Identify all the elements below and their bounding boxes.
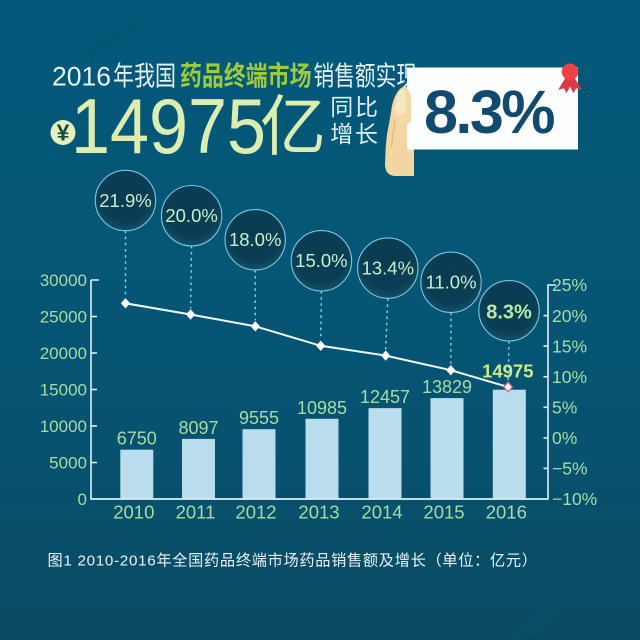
svg-text:15000: 15000 [40,376,87,401]
svg-text:13.4%: 13.4% [362,254,414,280]
svg-text:12457: 12457 [360,383,410,409]
svg-text:2014: 2014 [361,499,402,525]
svg-text:20000: 20000 [40,339,87,364]
svg-text:8097: 8097 [178,414,218,440]
svg-text:18.0%: 18.0% [229,226,281,252]
svg-text:11.0%: 11.0% [425,269,476,295]
svg-text:21.9%: 21.9% [99,187,151,213]
svg-text:8.3%: 8.3% [424,62,554,151]
svg-text:−10%: −10% [552,486,597,511]
svg-text:9555: 9555 [239,404,279,430]
svg-text:2013: 2013 [298,499,339,525]
svg-text:15.0%: 15.0% [295,247,347,273]
svg-text:2012: 2012 [235,499,276,525]
svg-text:10985: 10985 [297,394,347,420]
svg-text:销售额实现: 销售额实现 [314,55,418,94]
svg-text:亿: 亿 [260,74,326,170]
svg-text:20.0%: 20.0% [165,202,217,228]
svg-text:5%: 5% [552,395,577,420]
svg-text:药品终端市场: 药品终端市场 [180,55,312,94]
svg-text:25%: 25% [552,272,587,297]
svg-text:图1 2010-2016年全国药品终端市场药品销售额及增长: 图1 2010-2016年全国药品终端市场药品销售额及增长（单位：亿元） [48,549,538,571]
svg-text:13829: 13829 [422,373,472,399]
svg-text:14975: 14975 [71,64,266,176]
svg-text:同比: 同比 [330,88,380,122]
svg-text:2011: 2011 [176,499,216,525]
svg-text:25000: 25000 [40,303,87,328]
svg-text:8.3%: 8.3% [486,295,532,324]
svg-text:¥: ¥ [57,114,70,148]
svg-text:2016: 2016 [52,55,111,94]
svg-text:0: 0 [78,485,87,510]
svg-text:年我国: 年我国 [113,55,176,94]
svg-text:−5%: −5% [552,456,588,481]
svg-text:2016: 2016 [486,499,527,525]
svg-text:6750: 6750 [117,425,157,451]
svg-text:0%: 0% [552,425,577,450]
svg-text:15%: 15% [552,333,587,358]
svg-text:20%: 20% [552,303,587,328]
svg-text:增长: 增长 [330,115,380,149]
svg-text:10%: 10% [552,364,587,389]
svg-text:5000: 5000 [49,449,87,474]
svg-text:2010: 2010 [113,499,154,525]
svg-text:30000: 30000 [40,266,87,291]
svg-text:10000: 10000 [40,412,87,437]
svg-text:2015: 2015 [423,499,464,525]
